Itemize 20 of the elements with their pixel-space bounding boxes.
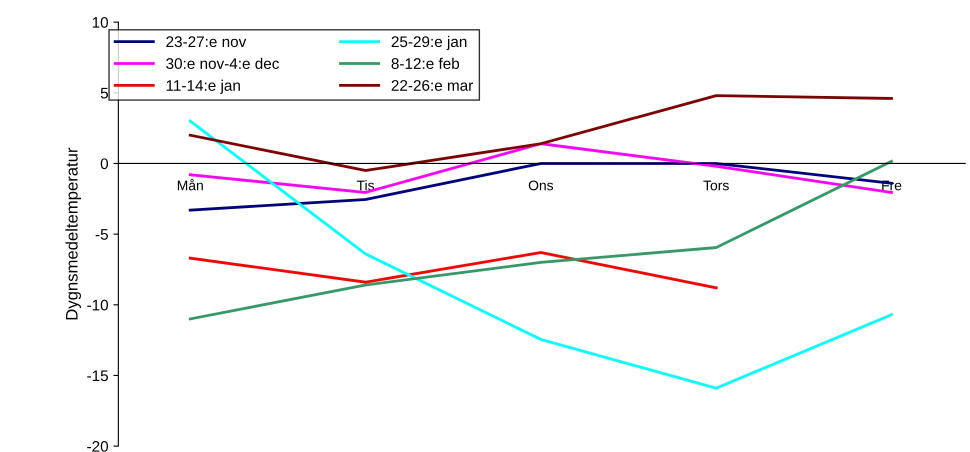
legend-label: 22-26:e mar bbox=[392, 80, 474, 91]
y-tick-label: -15 bbox=[87, 370, 108, 382]
legend-label: 25-29:e jan bbox=[392, 36, 466, 50]
line-series bbox=[188, 251, 718, 290]
x-tick-label: Tors bbox=[703, 180, 729, 190]
x-tick-label: Tis bbox=[356, 180, 374, 190]
legend-label: 8-12:e feb bbox=[392, 58, 460, 69]
y-tick-label: 10 bbox=[92, 17, 108, 28]
legend-label: 30:e nov-4:e dec bbox=[166, 58, 279, 69]
legend-label: 11-14:e jan bbox=[166, 80, 240, 94]
x-tick-label: Ons bbox=[528, 180, 554, 190]
y-tick-label: -20 bbox=[87, 440, 108, 452]
y-tick-label: -5 bbox=[96, 229, 108, 240]
y-tick-label: 5 bbox=[100, 88, 108, 98]
y-tick-label: 0 bbox=[100, 158, 108, 170]
line-series bbox=[188, 94, 893, 172]
y-axis-title: Dygnsmedeltemperatur bbox=[65, 148, 81, 320]
y-tick-label: -10 bbox=[87, 300, 108, 310]
x-tick-label: Mån bbox=[178, 179, 203, 190]
legend-label: 23-27:e nov bbox=[166, 36, 246, 48]
